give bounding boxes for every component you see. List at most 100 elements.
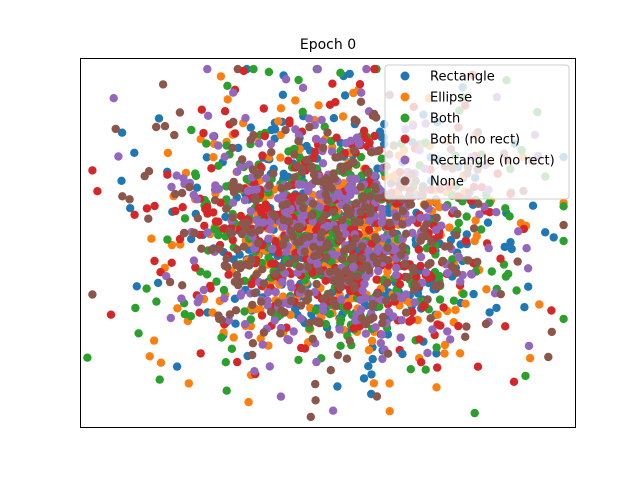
point-5-219 (547, 327, 556, 337)
point-5-291 (349, 158, 358, 167)
point-5-137 (392, 212, 401, 221)
point-5-72 (125, 195, 134, 204)
point-5-184 (329, 207, 338, 217)
point-4-73 (352, 174, 361, 183)
point-4-182 (392, 263, 401, 273)
point-2-309 (512, 286, 521, 295)
point-5-122 (228, 213, 237, 222)
point-5-179 (400, 259, 410, 269)
point-2-349 (191, 171, 201, 181)
point-2-42 (311, 306, 320, 315)
point-5-299 (88, 290, 97, 299)
point-3-154 (321, 276, 330, 285)
point-4-310 (283, 335, 292, 344)
point-5-242 (357, 314, 367, 323)
point-0-320 (541, 228, 550, 237)
point-5-n9 (311, 396, 320, 405)
point-5-346 (357, 242, 367, 251)
point-5-141 (333, 350, 343, 360)
point-1-257 (385, 407, 394, 416)
point-5-151 (338, 255, 347, 264)
point-5-309 (341, 266, 351, 275)
point-4-135 (229, 88, 238, 97)
point-4-127 (362, 64, 371, 74)
point-5-123 (285, 259, 294, 268)
point-5-81 (152, 122, 161, 132)
point-4-31 (228, 198, 238, 207)
point-4-39 (341, 139, 351, 148)
point-5-296 (238, 155, 247, 164)
point-4-201 (492, 208, 501, 217)
point-5-158 (229, 117, 238, 127)
point-4-295 (336, 295, 346, 304)
point-5-162 (372, 113, 381, 122)
point-5-297 (180, 228, 189, 238)
point-4-29 (280, 298, 289, 307)
point-4-133 (172, 171, 181, 180)
point-5-194 (307, 211, 316, 220)
point-2-200 (375, 302, 384, 311)
point-0-325 (500, 242, 509, 252)
point-5-147 (118, 192, 127, 201)
point-4-284 (422, 213, 431, 222)
point-4-337 (335, 192, 344, 201)
point-5-338 (280, 308, 289, 317)
point-0-247 (340, 91, 350, 100)
point-1-310 (291, 96, 300, 105)
point-5-125 (307, 164, 316, 173)
point-5-102 (513, 257, 522, 266)
point-2-61 (559, 202, 568, 211)
point-5-56 (373, 193, 383, 203)
point-0-19 (528, 201, 538, 210)
point-4-334 (392, 270, 401, 280)
point-5-199 (287, 296, 296, 306)
point-5-244 (277, 184, 286, 193)
point-4-162 (240, 196, 250, 205)
point-1-236 (338, 112, 348, 121)
point-4-257 (114, 152, 123, 161)
point-4-267 (189, 256, 199, 265)
point-4-148 (443, 327, 452, 336)
point-4-121 (262, 174, 271, 183)
point-5-206 (177, 188, 187, 198)
point-3-60 (496, 254, 505, 263)
point-2-255 (470, 408, 479, 418)
point-3-28 (167, 258, 176, 267)
point-0-341 (192, 183, 202, 192)
point-0-99 (172, 362, 182, 371)
point-5-348 (337, 275, 346, 284)
point-5-189 (238, 219, 247, 228)
point-1-85 (364, 345, 374, 355)
legend-marker-5 (400, 176, 410, 186)
point-4-98 (166, 313, 175, 323)
point-5-221 (228, 143, 237, 153)
point-1-325 (455, 349, 465, 358)
point-0-10 (483, 218, 493, 227)
point-4-154 (270, 316, 279, 325)
point-5-268 (342, 244, 352, 254)
point-5-178 (461, 332, 470, 341)
point-5-288 (239, 242, 249, 251)
point-5-180 (427, 237, 436, 246)
point-1-285 (471, 216, 480, 225)
point-2-305 (294, 355, 303, 365)
point-4-136 (317, 115, 326, 125)
point-4-318 (370, 171, 379, 180)
point-5-79 (351, 234, 360, 243)
point-1-337 (223, 95, 232, 104)
point-4-236 (349, 262, 358, 272)
point-2-182 (406, 365, 415, 374)
point-5-228 (311, 176, 320, 185)
point-5-239 (321, 174, 331, 183)
point-4-91 (346, 190, 355, 200)
point-5-64 (383, 278, 392, 287)
point-5-96 (320, 211, 329, 220)
point-1-145 (470, 236, 479, 246)
point-4-210 (523, 264, 533, 273)
point-1-133 (149, 336, 159, 345)
point-3-349 (254, 203, 263, 212)
point-5-204 (210, 196, 220, 205)
point-5-70 (231, 306, 241, 315)
point-1-194 (369, 379, 379, 388)
point-3-148 (408, 307, 417, 317)
